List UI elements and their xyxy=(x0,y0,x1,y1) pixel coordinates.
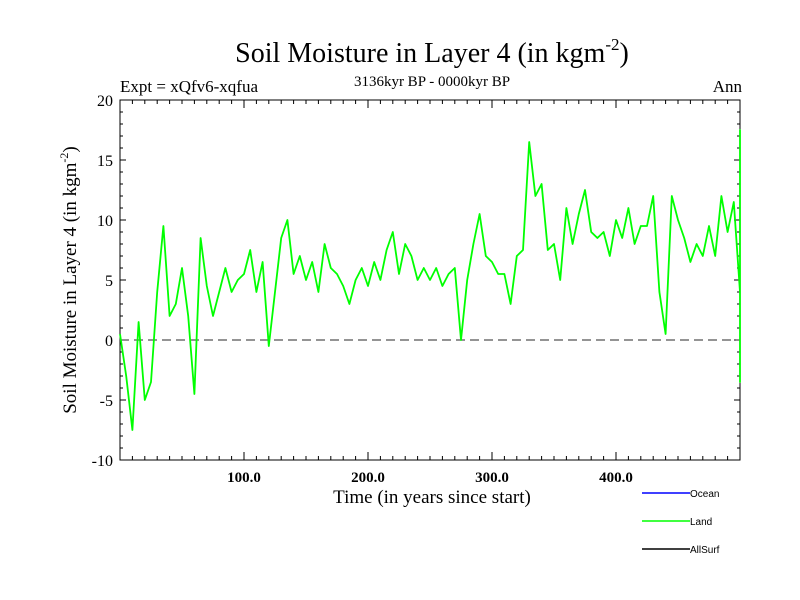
y-axis-label-close: ) xyxy=(60,146,81,152)
season-label: Ann xyxy=(713,77,743,96)
y-axis-label: Soil Moisture in Layer 4 (in kgm-2) xyxy=(57,146,81,414)
y-axis-label-sup: -2 xyxy=(57,153,71,163)
x-tick-label: 400.0 xyxy=(599,470,633,486)
y-axis-label-main: Soil Moisture in Layer 4 (in kgm xyxy=(60,162,81,413)
x-tick-label: 300.0 xyxy=(475,470,509,486)
legend-label-land: Land xyxy=(690,517,712,528)
legend-label-ocean: Ocean xyxy=(690,489,719,500)
y-tick-label: -5 xyxy=(100,393,113,410)
chart-title-sup: -2 xyxy=(605,35,619,54)
plot-area: -10 -5 0 5 10 15 20 100.0 200.0 300.0 400.0 xyxy=(92,93,741,486)
expt-label: Expt = xQfv6-xqfua xyxy=(120,77,258,96)
series-line-land xyxy=(119,129,741,431)
chart-subtitle: 3136kyr BP - 0000kyr BP xyxy=(354,74,510,90)
x-axis: 100.0 200.0 300.0 400.0 xyxy=(131,100,729,486)
chart-title-main: Soil Moisture in Layer 4 (in kgm xyxy=(235,38,605,69)
legend: Ocean Land AllSurf xyxy=(642,489,720,556)
y-tick-label: 10 xyxy=(97,213,113,230)
y-tick-label: 20 xyxy=(97,93,113,110)
x-axis-label: Time (in years since start) xyxy=(333,487,531,508)
y-tick-label: 5 xyxy=(105,273,113,290)
y-tick-label: 15 xyxy=(97,153,113,170)
x-tick-label: 100.0 xyxy=(227,470,261,486)
x-tick-label: 200.0 xyxy=(351,470,385,486)
chart-title-close: ) xyxy=(620,38,629,69)
chart-title: Soil Moisture in Layer 4 (in kgm-2) xyxy=(235,35,629,69)
y-axis: -10 -5 0 5 10 15 20 xyxy=(92,93,740,470)
y-tick-label: 0 xyxy=(105,333,113,350)
y-tick-label: -10 xyxy=(92,453,113,470)
legend-label-allsurf: AllSurf xyxy=(690,545,720,556)
